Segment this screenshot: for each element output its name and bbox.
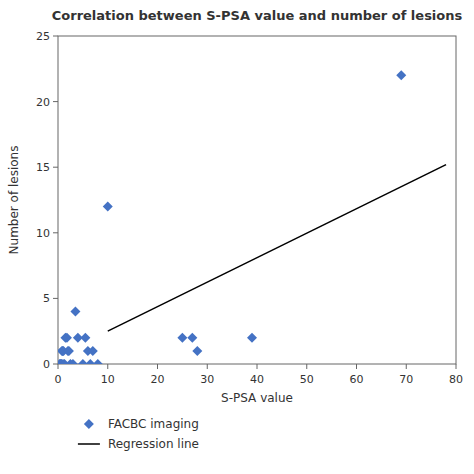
scatter-point bbox=[80, 333, 90, 343]
x-tick-label: 50 bbox=[300, 373, 314, 386]
y-tick-label: 0 bbox=[43, 358, 50, 371]
data-area bbox=[58, 70, 446, 364]
x-tick-label: 20 bbox=[151, 373, 165, 386]
y-tick bbox=[53, 167, 58, 168]
x-tick bbox=[356, 364, 357, 369]
x-tick-label: 40 bbox=[250, 373, 264, 386]
title: Correlation between S-PSA value and numb… bbox=[52, 8, 463, 23]
y-axis-label: Number of lesions bbox=[7, 146, 21, 255]
x-tick bbox=[157, 364, 158, 369]
x-tick-label: 0 bbox=[55, 373, 62, 386]
legend: FACBC imaging Regression line bbox=[78, 417, 199, 451]
scatter-point bbox=[247, 333, 257, 343]
x-tick bbox=[306, 364, 307, 369]
x-axis-label: S-PSA value bbox=[221, 391, 293, 405]
plot-frame bbox=[58, 36, 456, 364]
y-tick bbox=[53, 232, 58, 233]
legend-symbol bbox=[84, 419, 94, 429]
x-tick bbox=[456, 364, 457, 369]
scatter-point bbox=[103, 202, 113, 212]
y-tick bbox=[53, 36, 58, 37]
scatter-point bbox=[192, 346, 202, 356]
y-tick bbox=[53, 101, 58, 102]
scatter-point bbox=[68, 359, 78, 364]
scatter-point bbox=[62, 333, 72, 343]
x-tick-label: 60 bbox=[350, 373, 364, 386]
y-tick bbox=[53, 298, 58, 299]
x-tick-label: 30 bbox=[200, 373, 214, 386]
x-tick bbox=[257, 364, 258, 369]
y-tick bbox=[53, 364, 58, 365]
scatter-point bbox=[187, 333, 197, 343]
y-tick-label: 5 bbox=[43, 292, 50, 305]
x-tick-label: 80 bbox=[449, 373, 463, 386]
scatter-point bbox=[64, 346, 74, 356]
x-tick bbox=[58, 364, 59, 369]
scatter-point bbox=[177, 333, 187, 343]
scatter-point bbox=[88, 346, 98, 356]
y-tick-label: 25 bbox=[36, 30, 50, 43]
x-tick bbox=[207, 364, 208, 369]
scatter-point bbox=[63, 346, 73, 356]
x-tick bbox=[107, 364, 108, 369]
y-tick-label: 10 bbox=[36, 227, 50, 240]
y-tick-label: 15 bbox=[36, 161, 50, 174]
scatter-point bbox=[396, 70, 406, 80]
y-tick-label: 20 bbox=[36, 96, 50, 109]
legend-label: FACBC imaging bbox=[108, 417, 199, 431]
chart: Correlation between S-PSA value and numb… bbox=[0, 0, 474, 474]
regression-line bbox=[108, 165, 446, 332]
scatter-point bbox=[93, 359, 103, 364]
x-tick-label: 70 bbox=[399, 373, 413, 386]
legend-label: Regression line bbox=[108, 437, 199, 451]
scatter-point bbox=[70, 307, 80, 317]
x-tick-label: 10 bbox=[101, 373, 115, 386]
axes: 0 10 20 30 40 50 60 70 80 0 5 10 15 20 25 bbox=[36, 30, 463, 386]
x-tick bbox=[406, 364, 407, 369]
legend-symbol bbox=[78, 443, 100, 445]
